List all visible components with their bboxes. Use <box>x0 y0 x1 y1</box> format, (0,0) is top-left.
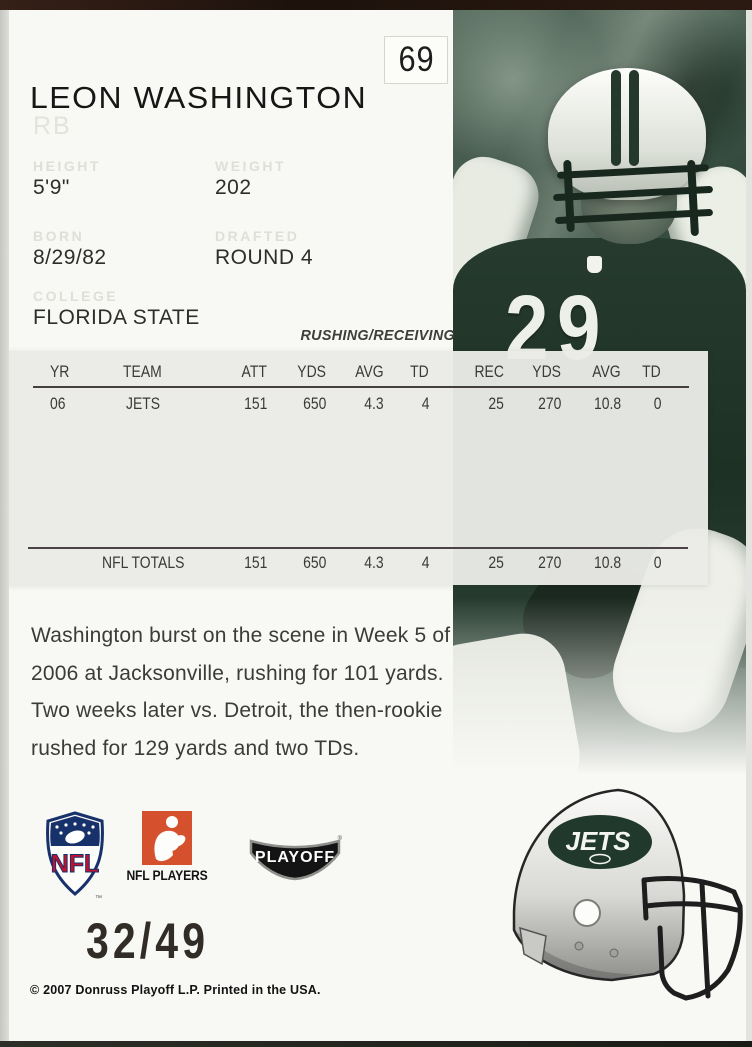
svg-text:JETS: JETS <box>565 826 631 856</box>
card-number-box: 69 <box>384 36 448 84</box>
total-yds2: 270 <box>537 553 561 572</box>
total-td: 4 <box>421 553 429 572</box>
svg-text:NFL: NFL <box>51 850 100 878</box>
total-yds: 650 <box>302 553 326 572</box>
stat-td2: 0 <box>653 394 661 413</box>
svg-text:®: ® <box>338 835 343 842</box>
stats-section-label: RUSHING/RECEIVING <box>300 327 455 344</box>
nfl-players-label: NFL PLAYERS <box>126 868 208 883</box>
weight-label: WEIGHT <box>215 158 286 174</box>
scan-edge-top <box>0 0 752 10</box>
stat-yds2: 270 <box>537 394 561 413</box>
col-header-rec: REC <box>474 362 504 381</box>
player-highlight-text: Washington burst on the scene in Week 5 … <box>31 624 451 760</box>
totals-rule <box>28 547 688 549</box>
col-header-td2: TD <box>642 362 661 381</box>
weight-value: 202 <box>215 176 252 199</box>
stat-team: JETS <box>126 394 161 413</box>
col-header-team: TEAM <box>123 362 162 381</box>
total-rec: 25 <box>488 553 504 572</box>
jersey-nfl-shield-icon <box>587 256 602 273</box>
total-avg: 4.3 <box>364 553 384 572</box>
scan-edge-left <box>0 10 9 1047</box>
col-header-yds2: YDS <box>532 362 561 381</box>
helmet-stripe <box>629 70 639 166</box>
stat-yds: 650 <box>302 394 326 413</box>
born-value: 8/29/82 <box>33 246 107 269</box>
stat-att: 151 <box>243 394 267 413</box>
height-value: 5'9" <box>33 176 70 199</box>
col-header-yds: YDS <box>297 362 326 381</box>
stat-rec: 25 <box>488 394 504 413</box>
serial-number: 32/49 <box>86 913 210 969</box>
col-header-avg2: AVG <box>592 362 621 381</box>
height-label: HEIGHT <box>33 158 101 174</box>
col-header-att: ATT <box>241 362 267 381</box>
col-header-yr: YR <box>50 362 70 381</box>
photo-bottom-fade <box>453 598 746 798</box>
total-avg2: 10.8 <box>593 553 621 572</box>
jets-helmet-graphic: JETS <box>512 788 743 1001</box>
header-rule <box>33 386 689 388</box>
drafted-label: DRAFTED <box>215 228 300 244</box>
player-position: RB <box>33 112 72 140</box>
stat-td: 4 <box>421 394 429 413</box>
stat-yr: 06 <box>50 394 66 413</box>
playoff-logo: PLAYOFF ® <box>249 835 343 881</box>
col-header-td: TD <box>410 362 429 381</box>
scan-edge-right <box>746 10 752 1047</box>
born-label: BORN <box>33 228 85 244</box>
totals-label: NFL TOTALS <box>102 553 185 572</box>
stats-table: YR TEAM ATT YDS AVG TD REC YDS AVG TD 06… <box>6 351 708 585</box>
player-name: LEON WASHINGTON <box>30 80 368 115</box>
svg-text:™: ™ <box>95 895 102 902</box>
college-value: FLORIDA STATE <box>33 306 200 329</box>
nfl-players-logo <box>142 811 192 865</box>
scan-edge-bottom <box>0 1041 752 1047</box>
college-label: COLLEGE <box>33 288 119 304</box>
total-td2: 0 <box>653 553 661 572</box>
copyright-line: © 2007 Donruss Playoff L.P. Printed in t… <box>30 983 321 997</box>
card-number: 69 <box>397 40 435 79</box>
helmet-stripe <box>611 70 621 166</box>
stat-avg: 4.3 <box>364 394 384 413</box>
total-att: 151 <box>243 553 267 572</box>
col-header-avg: AVG <box>355 362 384 381</box>
drafted-value: ROUND 4 <box>215 246 314 269</box>
stat-avg2: 10.8 <box>593 394 621 413</box>
svg-text:PLAYOFF: PLAYOFF <box>255 849 335 866</box>
nfl-shield-logo: NFL ™ <box>46 811 104 902</box>
